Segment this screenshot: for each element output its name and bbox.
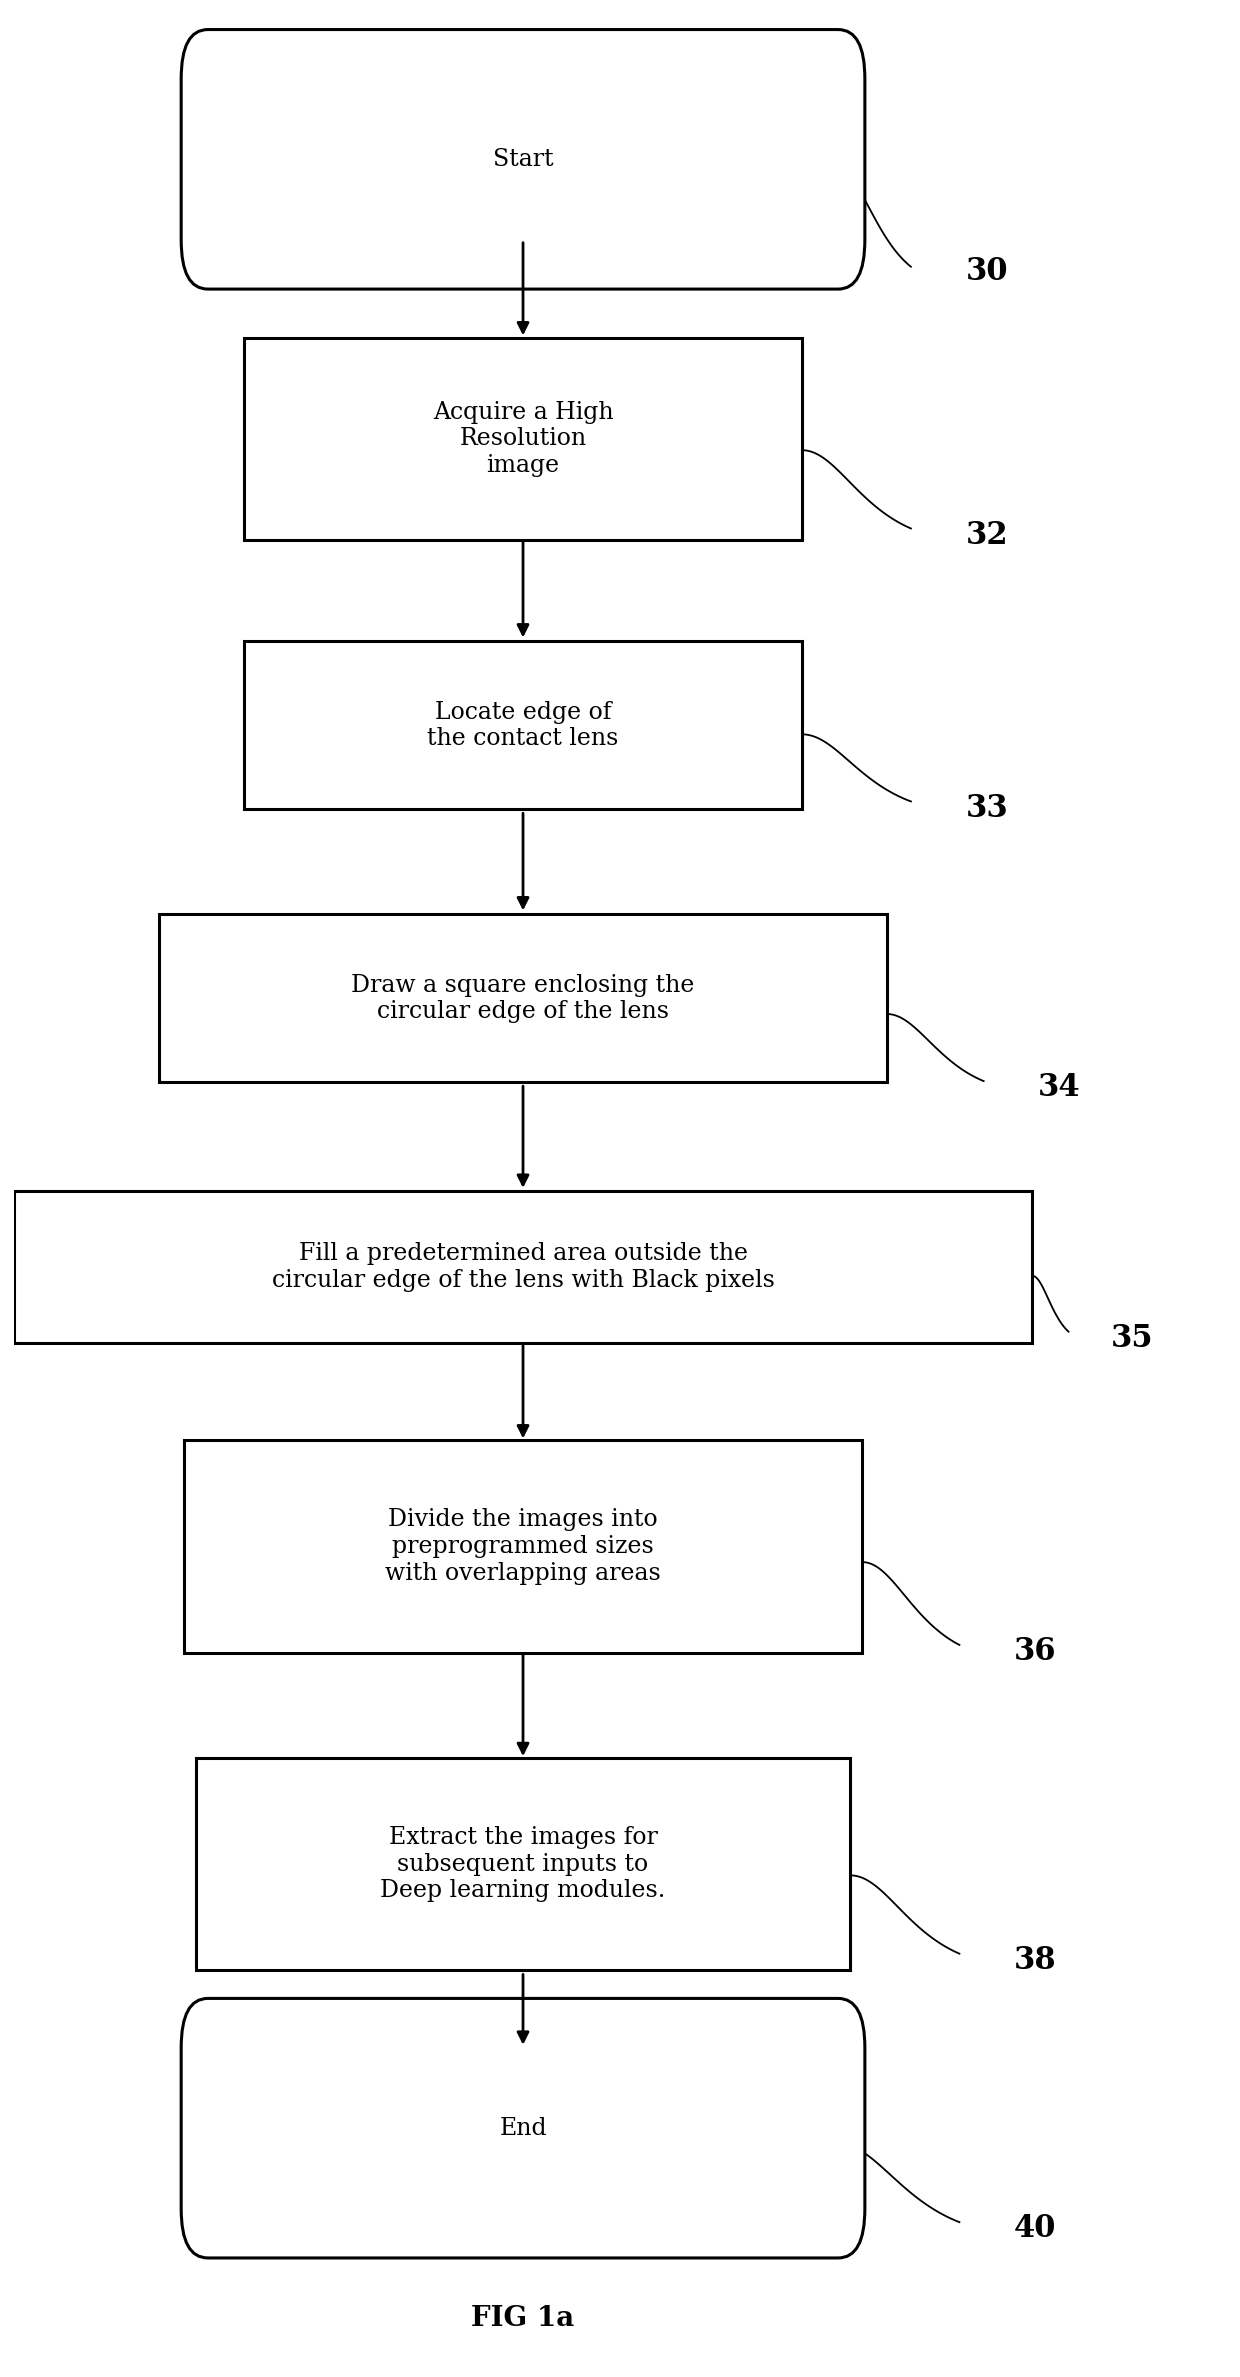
Text: 34: 34 [1038, 1072, 1081, 1103]
Text: 30: 30 [966, 257, 1008, 288]
Text: 35: 35 [1111, 1324, 1153, 1355]
Bar [196, 1759, 851, 1971]
Text: 38: 38 [1014, 1944, 1056, 1975]
Text: End: End [500, 2116, 547, 2139]
Text: FIG 1a: FIG 1a [471, 2306, 574, 2332]
Bar [14, 1191, 1032, 1343]
Bar [244, 642, 802, 808]
Text: Draw a square enclosing the
circular edge of the lens: Draw a square enclosing the circular edg… [351, 975, 694, 1022]
Text: 36: 36 [1014, 1635, 1056, 1666]
Bar [160, 915, 887, 1082]
Text: 32: 32 [966, 521, 1008, 551]
Text: Locate edge of
the contact lens: Locate edge of the contact lens [428, 701, 619, 751]
FancyBboxPatch shape [181, 29, 864, 290]
Text: Start: Start [492, 147, 553, 171]
Text: 40: 40 [1014, 2213, 1056, 2244]
Text: 33: 33 [966, 792, 1008, 825]
Bar [244, 338, 802, 540]
Bar [184, 1440, 863, 1652]
Text: Extract the images for
subsequent inputs to
Deep learning modules.: Extract the images for subsequent inputs… [381, 1826, 666, 1902]
Text: Acquire a High
Resolution
image: Acquire a High Resolution image [433, 402, 614, 478]
FancyBboxPatch shape [181, 1999, 864, 2258]
Text: Divide the images into
preprogrammed sizes
with overlapping areas: Divide the images into preprogrammed siz… [386, 1509, 661, 1585]
Text: Fill a predetermined area outside the
circular edge of the lens with Black pixel: Fill a predetermined area outside the ci… [272, 1243, 775, 1291]
